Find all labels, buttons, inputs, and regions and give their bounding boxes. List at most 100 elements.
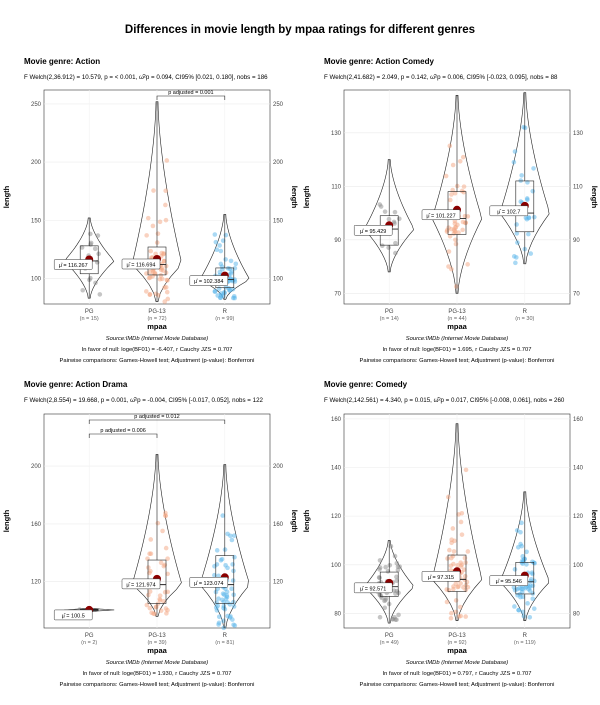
data-point <box>447 547 452 553</box>
x-tick-n: (n = 72) <box>147 316 166 322</box>
data-point <box>455 584 461 590</box>
mean-label: μ̂ = 121.974 <box>126 582 155 588</box>
mean-label-box <box>421 571 461 582</box>
data-point <box>164 158 170 163</box>
data-point <box>449 610 454 616</box>
data-point <box>392 209 398 215</box>
mean-label: μ̂ = 95.546 <box>496 579 522 585</box>
data-point <box>393 591 398 596</box>
data-point <box>216 286 222 291</box>
mean-label: μ̂ = 92.571 <box>360 586 386 592</box>
mean-label: μ̂ = 100.5 <box>62 613 85 619</box>
mean-label: μ̂ = 123.074 <box>194 581 223 587</box>
panel-3: Movie genre: Action Drama F Welch(2,8.554… <box>2 380 299 688</box>
data-point <box>387 562 393 568</box>
data-point <box>528 583 533 588</box>
panel-4: Movie genre: Comedy F Welch(2,142.561) = … <box>302 380 599 688</box>
mean-label: μ̂ = 116.267 <box>59 263 88 269</box>
data-point <box>215 293 221 298</box>
data-point <box>144 233 149 238</box>
data-point <box>144 602 150 608</box>
data-point <box>161 258 167 264</box>
data-point <box>225 531 230 537</box>
data-point <box>452 221 458 226</box>
data-point <box>526 215 532 221</box>
data-point <box>217 243 222 248</box>
y-tick-label: 140 <box>331 466 342 472</box>
data-point <box>216 620 222 626</box>
x-axis-label: mpaa <box>447 646 467 655</box>
x-tick-n: (n = 39) <box>147 640 166 646</box>
y-axis-label: length <box>302 185 311 208</box>
data-point <box>457 604 463 610</box>
data-point <box>216 614 222 620</box>
data-point <box>219 556 225 562</box>
y-tick-label: 130 <box>331 131 342 137</box>
data-point <box>520 594 526 600</box>
data-point <box>530 596 536 602</box>
y-tick-label: 110 <box>331 184 341 190</box>
data-point <box>165 589 171 595</box>
data-point <box>456 614 462 619</box>
mean-label: μ̂ = 102.384 <box>194 279 223 285</box>
data-point <box>394 617 399 623</box>
y2-tick-label: 100 <box>273 276 284 282</box>
x-tick-n: (n = 15) <box>80 316 99 322</box>
data-point <box>451 561 456 567</box>
data-point <box>450 162 456 168</box>
data-point <box>450 187 455 193</box>
data-point <box>453 237 458 243</box>
data-point <box>231 568 236 574</box>
x-tick-n: (n = 2) <box>81 640 97 646</box>
data-point <box>461 184 467 189</box>
data-point <box>392 221 397 226</box>
data-point <box>449 266 454 272</box>
data-point <box>514 255 519 260</box>
data-point <box>161 563 167 569</box>
mean-label: μ̂ = 95.429 <box>360 229 386 235</box>
panel-2: Movie genre: Action Comedy F Welch(2,41.6… <box>302 57 599 364</box>
y-tick-label: 100 <box>31 276 42 282</box>
data-point <box>383 596 389 601</box>
x-tick-label: PG-13 <box>448 633 466 639</box>
data-point <box>393 240 398 246</box>
data-point <box>396 216 402 222</box>
data-point <box>228 258 234 264</box>
mean-label: μ̂ = 116.694 <box>127 262 156 268</box>
data-point <box>377 614 383 620</box>
data-point <box>212 232 218 237</box>
data-point <box>220 591 226 596</box>
y-tick-label: 90 <box>334 238 341 244</box>
data-point <box>453 241 459 247</box>
data-point <box>449 537 454 543</box>
data-point <box>448 615 454 621</box>
data-point <box>164 289 170 295</box>
data-point <box>223 257 228 262</box>
data-point <box>230 286 236 292</box>
data-point <box>88 231 93 237</box>
data-point <box>392 553 398 559</box>
data-point <box>463 560 468 565</box>
data-point <box>463 467 469 473</box>
panel-stats: F Welch(2,41.682) = 2.049, p = 0.142, ω̂… <box>324 74 558 81</box>
x-tick-label: PG-13 <box>148 309 166 315</box>
x-tick-label: PG <box>85 633 94 639</box>
data-point <box>528 578 533 584</box>
data-point <box>161 599 166 604</box>
data-point <box>155 601 161 607</box>
data-point <box>444 599 450 605</box>
x-tick-label: PG <box>85 309 94 315</box>
x-tick-n: (n = 49) <box>380 640 399 646</box>
x-tick-label: PG <box>385 633 394 639</box>
data-point <box>532 214 537 220</box>
panel-stats: F Welch(2,36.912) = 10.579, p = < 0.001,… <box>24 74 268 81</box>
data-point <box>225 613 230 619</box>
data-point <box>458 519 464 525</box>
data-point <box>382 605 388 611</box>
data-point <box>88 275 93 281</box>
mean-label-box <box>489 575 529 586</box>
data-point <box>390 616 396 622</box>
data-point <box>377 567 382 572</box>
data-point <box>448 555 454 561</box>
y-tick-label: 160 <box>331 417 342 423</box>
